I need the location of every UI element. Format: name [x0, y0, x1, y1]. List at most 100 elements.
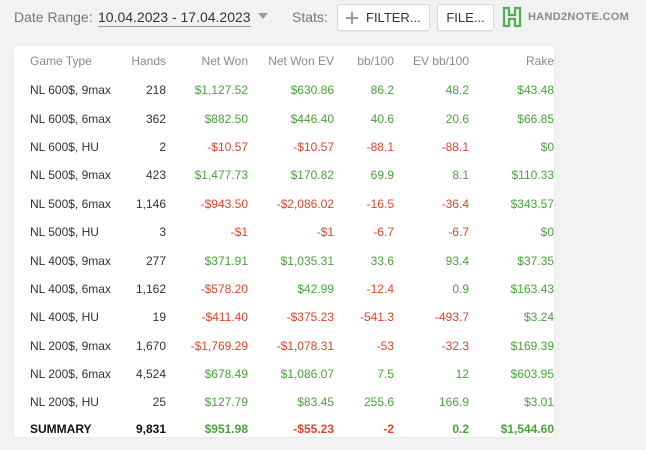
column-header-bb100[interactable]: bb/100: [357, 54, 394, 68]
cell-net-won-ev: $630.86: [290, 83, 334, 98]
cell-game-type: NL 200$, 6max: [30, 367, 111, 382]
cell-hands: 4,524: [135, 367, 166, 382]
cell-ev-bb100: 12: [455, 367, 469, 382]
date-range-dropdown[interactable]: 10.04.2023 - 17.04.2023: [98, 9, 251, 27]
cell-bb100: 40.6: [370, 111, 394, 126]
column-header-net-won[interactable]: Net Won: [201, 54, 248, 68]
summary-game-type: SUMMARY: [30, 421, 92, 436]
cell-net-won-ev: $446.40: [290, 111, 334, 126]
cell-ev-bb100: 48.2: [445, 83, 469, 98]
cell-hands: 19: [152, 310, 166, 325]
cell-game-type: NL 500$, 9max: [30, 168, 111, 183]
table-row[interactable]: NL 600$, HU 2 -$10.57 -$10.57 -88.1 -88.1 $0: [14, 133, 554, 161]
cell-net-won: $882.50: [204, 111, 248, 126]
table-row[interactable]: NL 400$, 6max 1,162 -$578.20 $42.99 -12.4 0.9…: [14, 275, 554, 303]
cell-net-won-ev: $1,035.31: [280, 253, 334, 268]
cell-game-type: NL 600$, 6max: [30, 111, 111, 126]
cell-rake: $37.35: [517, 253, 554, 268]
cell-ev-bb100: -36.4: [441, 196, 469, 211]
cell-net-won: -$411.40: [201, 310, 248, 325]
cell-ev-bb100: -6.7: [448, 225, 469, 240]
summary-ev-bb100: 0.2: [452, 421, 469, 436]
date-range-label: Date Range:: [14, 9, 93, 25]
cell-bb100: 33.6: [370, 253, 394, 268]
cell-game-type: NL 600$, 9max: [30, 83, 111, 98]
cell-net-won-ev: -$1: [316, 225, 334, 240]
cell-net-won-ev: $170.82: [290, 168, 334, 183]
cell-net-won-ev: -$10.57: [293, 139, 334, 154]
cell-net-won-ev: $42.99: [297, 281, 334, 296]
cell-net-won: $1,477.73: [194, 168, 248, 183]
cell-rake: $343.57: [510, 196, 554, 211]
column-header-rake[interactable]: Rake: [525, 54, 554, 68]
cell-rake: $603.95: [510, 367, 554, 382]
table-row[interactable]: NL 400$, 9max 277 $371.91 $1,035.31 33.6 93.4…: [14, 246, 554, 274]
cell-rake: $3.24: [523, 310, 554, 325]
cell-net-won-ev: -$375.23: [286, 310, 334, 325]
file-button-label: FILE...: [446, 10, 485, 25]
hand2note-logo: HAND2NOTE.COM: [502, 6, 629, 28]
cell-ev-bb100: 93.4: [445, 253, 469, 268]
cell-game-type: NL 400$, 9max: [30, 253, 111, 268]
cell-hands: 423: [145, 168, 166, 183]
chevron-down-icon[interactable]: [258, 13, 268, 19]
cell-ev-bb100: 166.9: [438, 395, 469, 410]
cell-net-won: $1,127.52: [194, 83, 248, 98]
cell-hands: 362: [145, 111, 166, 126]
plus-icon: [346, 11, 358, 24]
table-row[interactable]: NL 200$, 9max 1,670 -$1,769.29 -$1,078.31 -5…: [14, 332, 554, 360]
cell-game-type: NL 500$, 6max: [30, 196, 111, 211]
table-row[interactable]: NL 500$, HU 3 -$1 -$1 -6.7 -6.7 $0: [14, 218, 554, 246]
table-row[interactable]: NL 500$, 6max 1,146 -$943.50 -$2,086.02 -16.…: [14, 190, 554, 218]
cell-rake: $66.85: [517, 111, 554, 126]
cell-bb100: -53: [376, 338, 394, 353]
cell-net-won-ev: $83.45: [297, 395, 334, 410]
cell-net-won: -$943.50: [200, 196, 248, 211]
cell-net-won: $371.91: [204, 253, 248, 268]
summary-hands: 9,831: [135, 421, 166, 436]
cell-net-won: -$578.20: [200, 281, 248, 296]
cell-bb100: -12.4: [366, 281, 394, 296]
table-body: NL 600$, 9max 218 $1,127.52 $630.86 86.2 48.2…: [14, 76, 554, 441]
summary-net-won-ev: -$55.23: [293, 421, 334, 436]
table-row[interactable]: NL 400$, HU 19 -$411.40 -$375.23 -541.3 -493.…: [14, 303, 554, 331]
cell-bb100: -541.3: [359, 310, 394, 325]
cell-game-type: NL 500$, HU: [30, 225, 99, 240]
cell-hands: 3: [159, 225, 166, 240]
file-button[interactable]: FILE...: [437, 4, 494, 31]
column-header-hands[interactable]: Hands: [131, 54, 166, 68]
cell-game-type: NL 400$, HU: [30, 310, 99, 325]
cell-game-type: NL 200$, 9max: [30, 338, 111, 353]
cell-bb100: 255.6: [363, 395, 394, 410]
summary-bb100: -2: [383, 421, 394, 436]
table-row[interactable]: NL 200$, 6max 4,524 $678.49 $1,086.07 7.5 12 $…: [14, 360, 554, 388]
column-header-ev-bb100[interactable]: EV bb/100: [412, 54, 469, 68]
column-header-net-won-ev[interactable]: Net Won EV: [268, 54, 334, 68]
cell-hands: 218: [145, 83, 166, 98]
cell-rake: $0: [540, 225, 554, 240]
cell-hands: 1,146: [135, 196, 166, 211]
cell-net-won-ev: -$1,078.31: [276, 338, 334, 353]
summary-row: SUMMARY 9,831 $951.98 -$55.23 -2 0.2 $1,544.60: [14, 417, 554, 441]
cell-net-won: $127.79: [204, 395, 248, 410]
cell-game-type: NL 400$, 6max: [30, 281, 111, 296]
column-header-game-type[interactable]: Game Type: [30, 54, 92, 68]
stats-label: Stats:: [292, 9, 328, 25]
logo-text: HAND2NOTE.COM: [528, 11, 630, 23]
cell-ev-bb100: -493.7: [434, 310, 469, 325]
filter-button[interactable]: FILTER...: [337, 4, 430, 31]
cell-bb100: 7.5: [377, 367, 394, 382]
table-row[interactable]: NL 200$, HU 25 $127.79 $83.45 255.6 166.9 $3.0…: [14, 388, 554, 416]
cell-rake: $163.43: [510, 281, 554, 296]
cell-hands: 1,670: [135, 338, 166, 353]
cell-rake: $3.01: [523, 395, 554, 410]
cell-net-won-ev: $1,086.07: [280, 367, 334, 382]
cell-net-won: -$10.57: [207, 139, 248, 154]
table-header-row: Game Type Hands Net Won Net Won EV bb/100 EV …: [14, 46, 554, 76]
cell-net-won-ev: -$2,086.02: [276, 196, 334, 211]
table-row[interactable]: NL 600$, 6max 362 $882.50 $446.40 40.6 20.6 $6…: [14, 104, 554, 132]
table-row[interactable]: NL 500$, 9max 423 $1,477.73 $170.82 69.9 8.1 $…: [14, 161, 554, 189]
cell-ev-bb100: 0.9: [452, 281, 469, 296]
toolbar: Date Range: 10.04.2023 - 17.04.2023 Stat…: [0, 0, 646, 36]
table-row[interactable]: NL 600$, 9max 218 $1,127.52 $630.86 86.2 48.2…: [14, 76, 554, 104]
